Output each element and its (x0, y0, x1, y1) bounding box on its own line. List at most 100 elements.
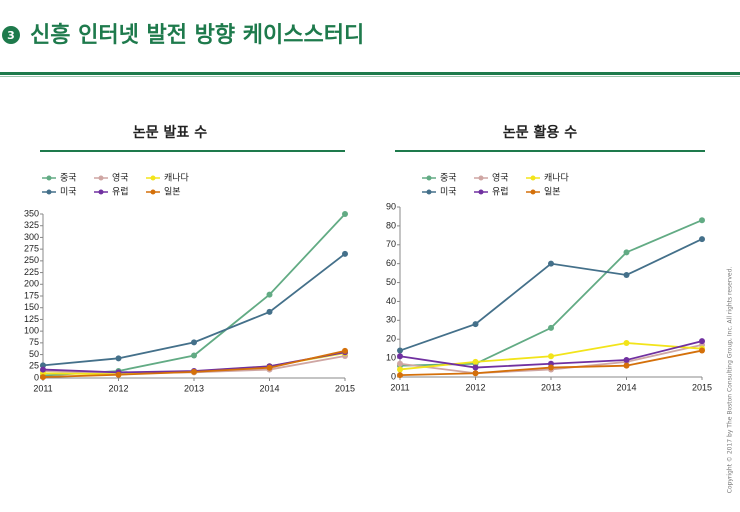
y-tick-label: 0 (34, 372, 39, 382)
data-point (623, 357, 630, 363)
data-point (40, 366, 46, 373)
y-tick-label: 50 (386, 277, 396, 287)
y-tick-label: 300 (24, 232, 39, 242)
y-tick-label: 50 (29, 349, 39, 359)
data-point (40, 362, 46, 369)
x-tick-label: 2013 (541, 382, 561, 392)
data-point (115, 355, 122, 362)
series-line (42, 213, 346, 377)
legend-label: 캐나다 (164, 173, 190, 184)
x-tick-label: 2013 (184, 383, 204, 393)
data-point (266, 291, 273, 298)
data-point (266, 308, 273, 315)
data-point (699, 217, 705, 224)
y-tick-label: 30 (386, 315, 396, 325)
x-tick-label: 2012 (465, 382, 485, 392)
y-tick-label: 250 (24, 255, 39, 265)
data-point (40, 374, 46, 381)
legend-label: 유럽 (112, 187, 129, 198)
x-tick-label: 2014 (259, 383, 279, 393)
y-tick-label: 75 (29, 337, 39, 347)
y-tick-label: 100 (24, 326, 39, 336)
x-tick-label: 2011 (33, 383, 52, 393)
series-line (42, 253, 346, 367)
legend-label: 영국 (112, 173, 129, 184)
legend-label: 중국 (60, 173, 77, 184)
legend-marker (46, 189, 52, 195)
y-tick-label: 200 (24, 279, 39, 289)
y-tick-label: 275 (24, 244, 39, 254)
y-tick-label: 10 (386, 352, 396, 362)
data-point (191, 368, 197, 375)
data-point (472, 364, 479, 371)
data-point (472, 370, 479, 377)
data-point (472, 358, 479, 365)
legend-label: 미국 (440, 187, 457, 198)
x-tick-label: 2015 (692, 382, 712, 392)
y-tick-label: 90 (386, 201, 396, 211)
header-rule-thin (0, 76, 740, 77)
y-tick-label: 225 (24, 267, 39, 277)
data-point (699, 347, 705, 354)
header-rule (0, 72, 740, 75)
y-tick-label: 125 (24, 314, 39, 324)
data-point (699, 338, 705, 345)
data-point (623, 272, 630, 278)
legend-label: 일본 (544, 187, 561, 198)
chart-title: 논문 활용 수 (503, 124, 577, 141)
chart-title: 논문 발표 수 (133, 124, 207, 141)
legend-marker (530, 175, 536, 181)
x-tick-label: 2012 (108, 383, 128, 393)
legend-label: 유럽 (492, 187, 509, 198)
legend-marker (478, 175, 484, 181)
legend-label: 캐나다 (544, 173, 570, 184)
y-tick-label: 70 (386, 239, 396, 249)
data-point (548, 324, 554, 331)
data-point (342, 347, 348, 354)
y-tick-label: 0 (391, 371, 396, 381)
legend-label: 중국 (440, 173, 457, 184)
y-tick-label: 350 (24, 208, 39, 218)
legend-label: 일본 (164, 187, 181, 198)
legend-marker (530, 189, 536, 195)
legend-marker (478, 189, 484, 195)
data-point (115, 371, 122, 378)
copyright: Copyright © 2017 by The Boston Consultin… (727, 267, 734, 494)
legend-marker (150, 175, 156, 181)
y-tick-label: 150 (24, 302, 39, 312)
y-tick-label: 325 (24, 220, 39, 230)
data-point (191, 339, 197, 346)
y-tick-label: 60 (386, 258, 396, 268)
x-tick-label: 2014 (616, 382, 636, 392)
data-point (699, 236, 705, 243)
y-tick-label: 175 (24, 290, 39, 300)
series-line (399, 238, 703, 352)
badge (2, 26, 20, 44)
y-tick-label: 20 (386, 334, 396, 344)
data-point (623, 340, 630, 346)
data-point (548, 353, 554, 360)
data-point (342, 211, 348, 217)
legend-marker (150, 189, 156, 195)
data-point (397, 353, 403, 360)
legend-label: 영국 (492, 173, 509, 184)
legend-label: 미국 (60, 187, 77, 198)
data-point (342, 250, 348, 257)
data-point (397, 372, 403, 379)
data-point (397, 347, 403, 354)
data-point (623, 362, 630, 369)
data-point (397, 360, 403, 367)
y-tick-label: 25 (29, 361, 39, 371)
legend-marker (98, 175, 104, 181)
data-point (397, 366, 403, 373)
badge-text: 3 (7, 29, 15, 42)
legend-marker (426, 189, 432, 195)
legend-marker (98, 189, 104, 195)
series-line (399, 219, 703, 367)
x-tick-label: 2011 (390, 382, 409, 392)
y-tick-label: 40 (386, 296, 396, 306)
data-point (266, 364, 273, 371)
legend-marker (426, 175, 432, 181)
data-point (548, 364, 554, 371)
